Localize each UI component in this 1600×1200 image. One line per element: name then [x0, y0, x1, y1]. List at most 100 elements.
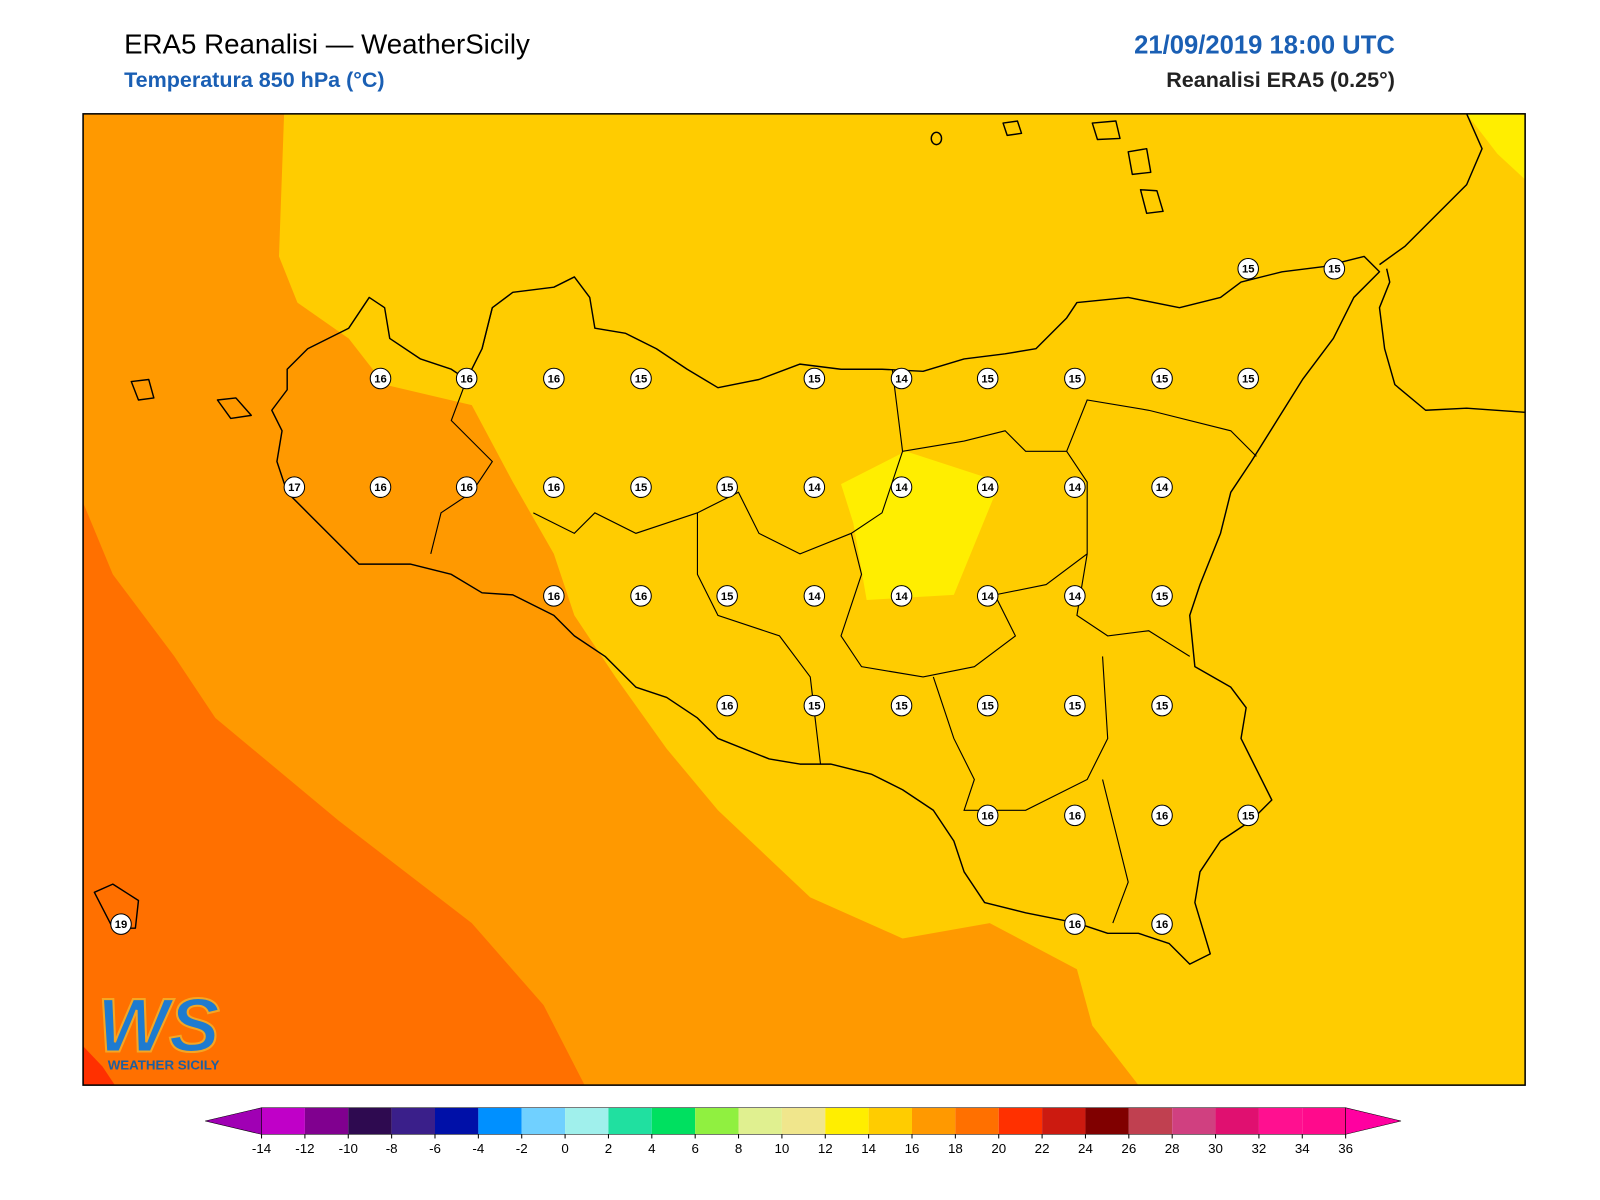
- colorbar-bin: [262, 1108, 305, 1135]
- station-value: 15: [1156, 591, 1169, 603]
- colorbar-extend-high: [1346, 1108, 1401, 1135]
- colorbar-tick-label: -2: [516, 1141, 528, 1156]
- station-value: 15: [1242, 264, 1255, 276]
- station-value: 17: [288, 482, 301, 494]
- colorbar-tick-label: 26: [1121, 1141, 1136, 1156]
- station-value: 14: [895, 591, 908, 603]
- station-value: 16: [1156, 810, 1169, 822]
- station-value: 15: [981, 701, 994, 713]
- colorbar-bin: [1216, 1108, 1259, 1135]
- colorbar-bin: [1302, 1108, 1345, 1135]
- colorbar-tick-label: 32: [1251, 1141, 1266, 1156]
- colorbar-tick-label: -4: [472, 1141, 484, 1156]
- date: 21/09/2019 18:00 UTC: [1134, 31, 1395, 59]
- station-value: 16: [460, 482, 473, 494]
- colorbar-tick-label: 8: [735, 1141, 742, 1156]
- colorbar-extend-low: [205, 1108, 261, 1135]
- colorbar-tick-label: 34: [1295, 1141, 1310, 1156]
- subtitle: Temperatura 850 hPa (°C): [124, 68, 384, 92]
- colorbar-tick-label: 12: [818, 1141, 833, 1156]
- colorbar-bin: [565, 1108, 608, 1135]
- colorbar-bin: [478, 1108, 521, 1135]
- colorbar-bin: [1129, 1108, 1172, 1135]
- colorbar-tick-label: 10: [774, 1141, 789, 1156]
- colorbar-tick-label: -8: [386, 1141, 398, 1156]
- colorbar-tick-label: 4: [648, 1141, 656, 1156]
- colorbar-tick-label: 30: [1208, 1141, 1223, 1156]
- station-value: 14: [808, 591, 821, 603]
- station-value: 14: [1156, 482, 1169, 494]
- colorbar-tick-label: 16: [905, 1141, 920, 1156]
- colorbar-tick-label: 18: [948, 1141, 963, 1156]
- station-value: 16: [1156, 919, 1169, 931]
- colorbar-bin: [652, 1108, 695, 1135]
- station-value: 15: [721, 591, 734, 603]
- station-value: 16: [548, 482, 561, 494]
- source: Reanalisi ERA5 (0.25°): [1166, 68, 1395, 92]
- colorbar-bin: [348, 1108, 391, 1135]
- colorbar-tick-label: 6: [691, 1141, 698, 1156]
- colorbar-bin: [869, 1108, 912, 1135]
- map: WS WEATHER SICILY: [83, 114, 1525, 1085]
- station-value: 14: [1069, 591, 1082, 603]
- colorbar-bin: [608, 1108, 651, 1135]
- colorbar-tick-label: 28: [1165, 1141, 1180, 1156]
- colorbar: -14-12-10-8-6-4-202468101214161820222426…: [205, 1108, 1401, 1156]
- colorbar-bin: [999, 1108, 1042, 1135]
- colorbar-tick-label: 36: [1338, 1141, 1353, 1156]
- station-value: 16: [374, 373, 387, 385]
- colorbar-bin: [1042, 1108, 1085, 1135]
- station-value: 14: [981, 591, 994, 603]
- colorbar-bin: [739, 1108, 782, 1135]
- colorbar-bin: [912, 1108, 955, 1135]
- colorbar-bin: [955, 1108, 998, 1135]
- station-value: 16: [460, 373, 473, 385]
- colorbar-tick-label: 2: [605, 1141, 612, 1156]
- station-value: 15: [1069, 373, 1082, 385]
- station-value: 15: [1242, 373, 1255, 385]
- colorbar-tick-label: -12: [295, 1141, 314, 1156]
- station-value: 15: [808, 701, 821, 713]
- title: ERA5 Reanalisi — WeatherSicily: [124, 28, 530, 59]
- colorbar-bin: [305, 1108, 348, 1135]
- colorbar-tick-label: 22: [1035, 1141, 1050, 1156]
- station-value: 16: [374, 482, 387, 494]
- station-value: 15: [808, 373, 821, 385]
- colorbar-bin: [1172, 1108, 1215, 1135]
- station-value: 14: [895, 373, 908, 385]
- station-value: 15: [721, 482, 734, 494]
- station-value: 15: [1069, 701, 1082, 713]
- colorbar-bin: [1259, 1108, 1302, 1135]
- colorbar-tick-label: -6: [429, 1141, 441, 1156]
- station-value: 19: [115, 919, 128, 931]
- station-value: 16: [1069, 919, 1082, 931]
- colorbar-bin: [695, 1108, 738, 1135]
- station-value: 15: [1242, 810, 1255, 822]
- station-value: 14: [981, 482, 994, 494]
- station-value: 15: [1328, 264, 1341, 276]
- colorbar-tick-label: 14: [861, 1141, 876, 1156]
- colorbar-tick-label: 0: [561, 1141, 568, 1156]
- station-value: 16: [981, 810, 994, 822]
- colorbar-tick-label: -14: [252, 1141, 272, 1156]
- colorbar-bin: [1085, 1108, 1128, 1135]
- station-value: 16: [548, 373, 561, 385]
- colorbar-tick-label: 24: [1078, 1141, 1093, 1156]
- logo-subtext: WEATHER SICILY: [108, 1058, 220, 1073]
- station-value: 15: [895, 701, 908, 713]
- station-value: 16: [721, 701, 734, 713]
- station-value: 14: [808, 482, 821, 494]
- colorbar-bin: [825, 1108, 868, 1135]
- logo: WS: [97, 983, 219, 1068]
- colorbar-bin: [522, 1108, 565, 1135]
- station-value: 14: [1069, 482, 1082, 494]
- station-value: 15: [1156, 373, 1169, 385]
- station-value: 15: [981, 373, 994, 385]
- station-value: 16: [548, 591, 561, 603]
- colorbar-bin: [782, 1108, 825, 1135]
- colorbar-bin: [435, 1108, 478, 1135]
- colorbar-tick-label: -10: [339, 1141, 358, 1156]
- colorbar-bin: [392, 1108, 435, 1135]
- station-value: 16: [1069, 810, 1082, 822]
